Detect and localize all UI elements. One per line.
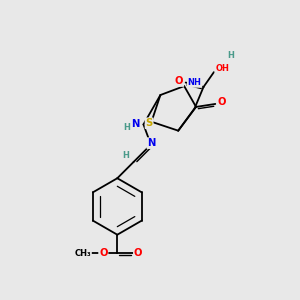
Text: O: O bbox=[217, 98, 226, 107]
Text: H: H bbox=[227, 51, 234, 60]
Text: O: O bbox=[134, 248, 142, 258]
Text: OH: OH bbox=[215, 64, 229, 73]
Text: NH: NH bbox=[188, 78, 202, 87]
Text: S: S bbox=[146, 118, 153, 128]
Text: O: O bbox=[99, 248, 108, 258]
Text: O: O bbox=[175, 76, 183, 86]
Text: N: N bbox=[131, 119, 139, 129]
Text: CH₃: CH₃ bbox=[74, 249, 91, 258]
Text: H: H bbox=[122, 151, 129, 160]
Text: N: N bbox=[147, 138, 156, 148]
Text: H: H bbox=[123, 123, 130, 132]
